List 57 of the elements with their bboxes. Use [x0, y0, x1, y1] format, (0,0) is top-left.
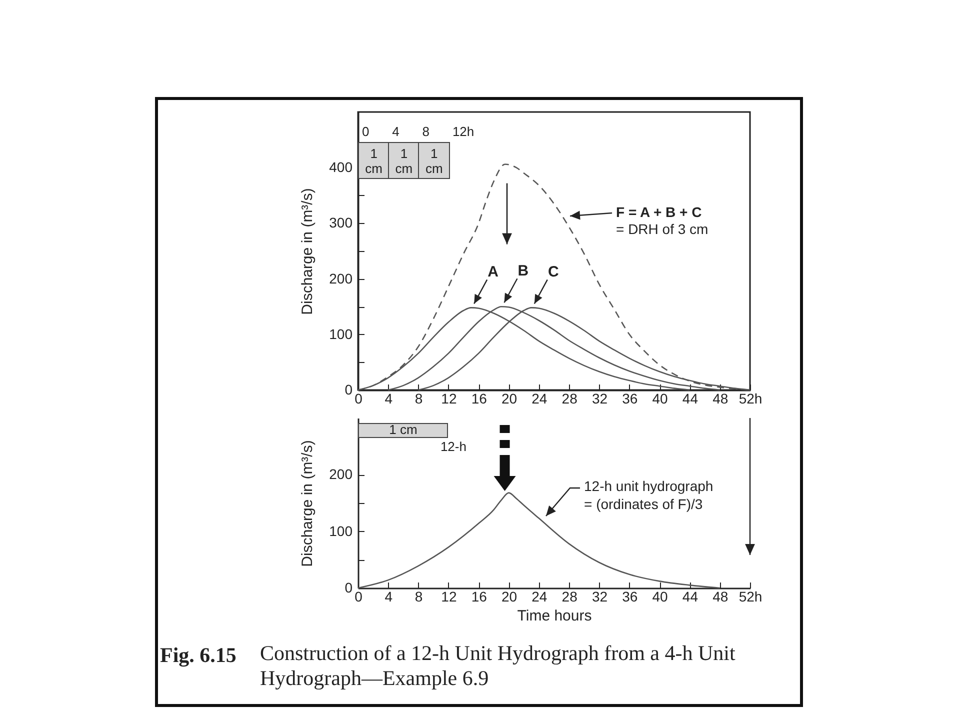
annotation: 8 [422, 124, 430, 139]
series-label: C [548, 264, 559, 281]
y-axis-title: Discharge in (m³/s) [299, 440, 316, 567]
x-tick-label: 8 [414, 390, 423, 406]
series-label: B [518, 262, 529, 280]
x-tick-label: 8 [414, 588, 423, 604]
x-tick-label: 44 [682, 588, 698, 604]
y-tick-label: 100 [329, 326, 353, 342]
annotation: = DRH of 3 cm [616, 221, 708, 237]
x-tick-label: 44 [682, 390, 698, 406]
x-tick-label: 28 [562, 588, 578, 604]
annotation: 12h [452, 124, 474, 139]
annotation: 1 cm [418, 142, 450, 179]
x-tick-label: 32 [592, 588, 608, 604]
y-tick-label: 200 [329, 270, 353, 286]
x-tick-label: 24 [532, 588, 548, 604]
x-tick-label: 36 [622, 390, 638, 406]
x-tick-label: 40 [652, 588, 668, 604]
x-tick-label: 52h [738, 390, 762, 406]
annotation: 4 [392, 124, 400, 139]
annotation: 1 cm [388, 142, 420, 179]
annotation: 12-h [440, 439, 466, 454]
x-tick-label: 0 [354, 390, 363, 406]
annotation: F = A + B + C [616, 204, 702, 220]
series-label: A [488, 264, 499, 281]
x-tick-label: 12 [441, 390, 457, 406]
x-tick-label: 16 [471, 390, 488, 406]
x-tick-label: 28 [562, 390, 578, 406]
x-axis-title: Time hours [517, 608, 592, 624]
y-tick-label: 300 [329, 214, 353, 231]
x-tick-label: 48 [712, 588, 728, 604]
annotation: = (ordinates of F)/3 [584, 496, 703, 512]
x-tick-label: 4 [384, 588, 393, 604]
rainfall-block: 1 cm 1 cm 1 cm [358, 142, 448, 179]
text: Construction of a 12-h Unit Hydrograph from a 4-h Unit Hydrograph—Example 6.9 [260, 641, 736, 691]
x-tick-label: 12 [441, 588, 457, 604]
y-tick-label: 200 [329, 466, 353, 482]
x-tick-label: 20 [501, 588, 518, 604]
y-axis-title: Discharge in (m³/s) [299, 188, 316, 315]
caption: Fig. 6.15 [160, 643, 236, 668]
annotation: 1 cm [358, 142, 390, 179]
x-tick-label: 16 [471, 588, 488, 604]
x-tick-label: 52h [738, 588, 762, 604]
x-tick-label: 32 [592, 390, 608, 406]
line-series [357, 492, 720, 589]
rainfall-block: 1 cm [358, 423, 448, 438]
x-tick-label: 20 [501, 390, 518, 406]
y-tick-label: 400 [329, 159, 353, 176]
x-tick-label: 0 [354, 588, 363, 604]
x-tick-label: 36 [622, 588, 638, 604]
annotation: 0 [362, 124, 370, 139]
x-tick-label: 48 [712, 390, 728, 406]
y-tick-label: 100 [329, 522, 353, 539]
x-tick-label: 24 [532, 390, 548, 406]
annotation: 12-h unit hydrograph [584, 478, 714, 494]
x-tick-label: 40 [652, 390, 668, 406]
x-tick-label: 4 [384, 390, 393, 406]
